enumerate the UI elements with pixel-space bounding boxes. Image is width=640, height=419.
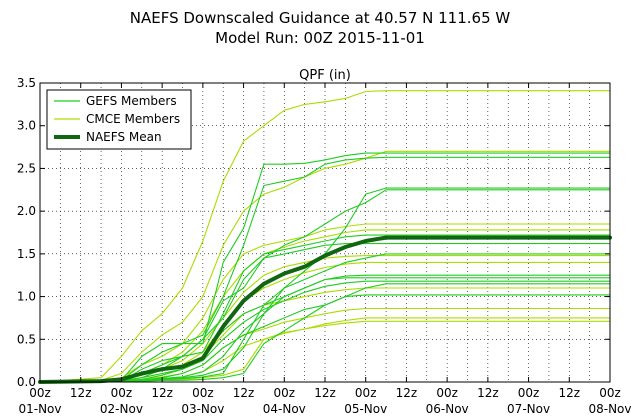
y-tick-label: 0.0 — [17, 375, 36, 389]
x-tick-label-hour: 00z — [355, 386, 377, 400]
x-tick-label-hour: 12z — [396, 386, 418, 400]
y-tick-label: 2.0 — [17, 204, 36, 218]
series-line-cmce-14 — [39, 223, 611, 383]
figure-subtitle: Model Run: 00Z 2015-11-01 — [215, 29, 425, 47]
series-line-gefs-9 — [39, 187, 611, 383]
x-tick-label-hour: 12z — [70, 386, 92, 400]
legend-label-cmce: CMCE Members — [86, 112, 180, 126]
series-line-gefs-4 — [39, 243, 611, 383]
y-tick-label: 3.5 — [17, 76, 36, 90]
legend-label-naefs-mean: NAEFS Mean — [86, 130, 162, 144]
y-axis-ticks: 0.0 0.5 1.0 1.5 2.0 2.5 3.0 3.5 — [17, 76, 610, 389]
series-line-gefs-11 — [39, 283, 611, 383]
figure-title: NAEFS Downscaled Guidance at 40.57 N 111… — [130, 9, 511, 27]
x-tick-label-hour: 00z — [192, 386, 214, 400]
y-tick-label: 1.5 — [17, 247, 36, 261]
x-tick-label-hour: 00z — [111, 386, 133, 400]
y-tick-label: 0.5 — [17, 332, 36, 346]
x-tick-label-date: 02-Nov — [100, 402, 143, 416]
series-line-gefs-1 — [39, 156, 611, 383]
series-line-gefs-5 — [39, 274, 611, 383]
series-line-gefs-8 — [39, 277, 611, 383]
legend: GEFS Members CMCE Members NAEFS Mean — [46, 89, 192, 150]
x-tick-label-hour: 12z — [314, 386, 336, 400]
x-tick-label-hour: 12z — [151, 386, 173, 400]
chart-title: QPF (in) — [299, 68, 351, 83]
x-tick-label-hour: 00z — [273, 386, 295, 400]
series-line-gefs-3 — [39, 234, 611, 383]
series-lines — [38, 90, 612, 384]
series-line-cmce-12 — [39, 90, 611, 383]
series-line-cmce-13 — [39, 150, 611, 383]
x-tick-label-hour: 12z — [233, 386, 255, 400]
x-tick-label-date: 07-Nov — [507, 402, 550, 416]
x-tick-label-hour: 00z — [436, 386, 458, 400]
series-line-gefs-0 — [39, 152, 611, 383]
x-tick-label-hour: 12z — [477, 386, 499, 400]
y-tick-label: 2.5 — [17, 161, 36, 175]
series-line-naefs-mean — [38, 235, 612, 384]
y-tick-label: 3.0 — [17, 119, 36, 133]
x-tick-label-hour: 00z — [29, 386, 51, 400]
series-line-gefs-6 — [39, 280, 611, 383]
x-tick-label-date: 01-Nov — [18, 402, 61, 416]
x-tick-label-hour: 00z — [518, 386, 540, 400]
x-tick-label-date: 06-Nov — [426, 402, 469, 416]
x-tick-label-date: 04-Nov — [263, 402, 306, 416]
legend-label-gefs: GEFS Members — [86, 94, 177, 108]
x-tick-label-hour: 12z — [558, 386, 580, 400]
x-tick-label-date: 05-Nov — [344, 402, 387, 416]
x-tick-label-date: 08-Nov — [588, 402, 631, 416]
y-tick-label: 1.0 — [17, 290, 36, 304]
series-line-cmce-17 — [39, 261, 611, 383]
x-tick-label-date: 03-Nov — [181, 402, 224, 416]
x-tick-label-hour: 00z — [599, 386, 621, 400]
